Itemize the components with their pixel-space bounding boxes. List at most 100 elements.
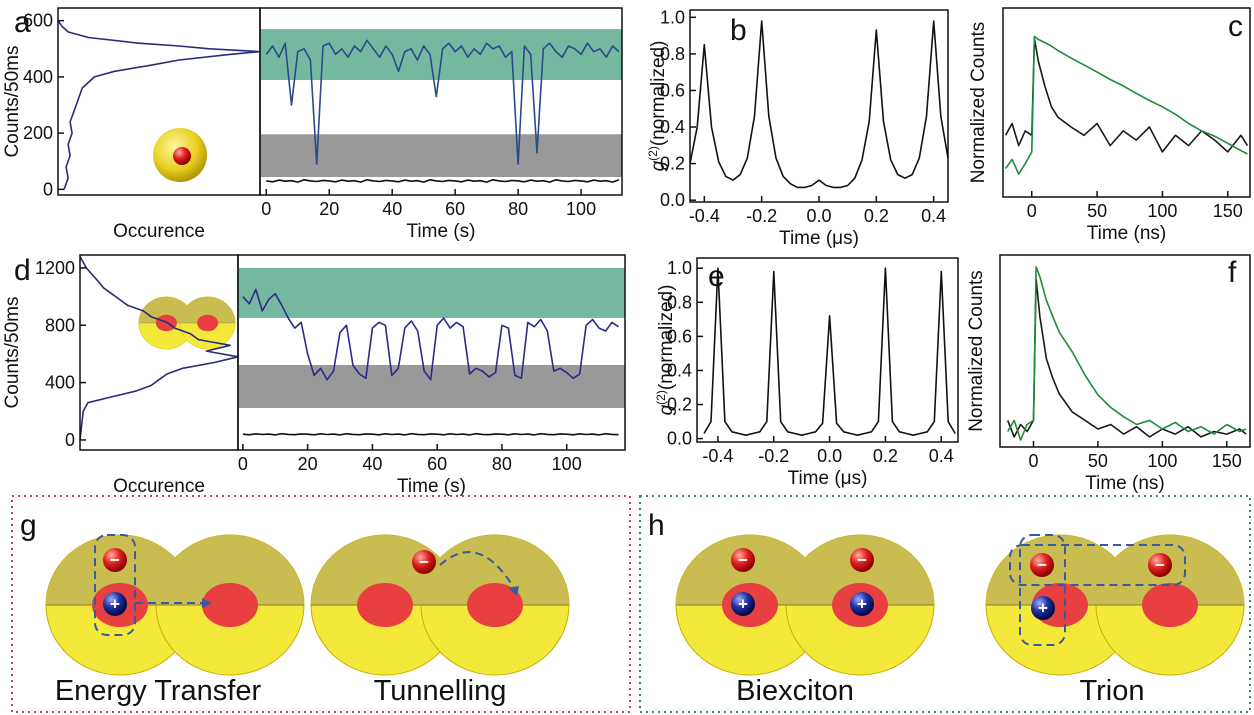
x-tick-label: 0 [261,199,271,219]
hole-sphere [103,592,127,616]
electron-sign: − [1037,555,1047,574]
x-tick-label: 0.4 [929,446,954,466]
y-tick-label: 0.8 [660,44,685,64]
hole-sphere [1031,596,1055,620]
x-tick-label: 20 [298,454,318,474]
series-line [242,432,619,436]
plot-frame [999,254,1251,448]
y-tick-label: 0.8 [667,292,692,312]
plot-frame [696,257,959,443]
x-axis-label: Time (μs) [779,228,859,249]
x-tick-label: 40 [382,199,402,219]
y-axis-label-part: (2) [654,390,668,405]
x-tick-label: -0.4 [702,446,733,466]
x-tick-label: -0.2 [758,446,789,466]
hole-sphere [850,592,874,616]
x-tick-label: 100 [552,454,582,474]
y-axis-label-part: (normalized) [648,41,669,147]
caption: Biexciton [736,675,854,707]
dumbbell [311,535,569,675]
x-axis-label: Time (s) [397,476,466,497]
electron-sphere [103,548,127,572]
y-tick-label: 0.2 [660,154,685,174]
caption: Trion [1080,675,1145,707]
y-axis-label-part: g [648,160,669,171]
x-axis-label: Occurence [113,476,205,497]
y-axis-label-part: (normalized) [656,285,677,391]
dumbbell [676,535,934,675]
y-tick-label: 0.0 [667,429,692,449]
series-line [1006,278,1247,438]
x-tick-label: 0.2 [873,446,898,466]
x-axis-label: Occurence [113,221,205,242]
y-tick-label: 0 [65,430,75,450]
dumbbell [986,535,1244,675]
caption: Tunnelling [374,675,507,707]
x-tick-label: 0.0 [817,446,842,466]
panel-label: e [708,260,725,293]
electron-sphere [850,548,874,572]
plot-frame [1002,7,1251,198]
plot-frame [237,254,626,451]
x-axis-label: Time (ns) [1085,473,1165,494]
arrowheads [202,586,519,608]
caption: Energy Transfer [55,675,262,707]
y-tick-label: 1.0 [660,7,685,27]
x-tick-label: 150 [1212,451,1242,471]
y-tick-label: 1200 [35,258,75,278]
panel-h-frame [639,495,1251,713]
series-line [79,256,239,441]
electron-sign: − [738,550,748,569]
inset-sphere [153,128,207,182]
y-tick-label: 0 [43,179,53,199]
hole-sign: + [110,594,120,613]
y-tick-label: 0.4 [660,117,685,137]
y-axis-label: g(2)(normalized) [654,285,677,416]
electron-sign: − [1155,555,1165,574]
hole-sign: + [857,594,867,613]
y-axis-label: Counts/50ms [2,46,23,158]
hole-sphere [731,592,755,616]
plot-frame [259,7,623,196]
x-tick-label: -0.4 [689,206,720,226]
panel-label: f [1228,256,1237,289]
electron-sign: − [110,550,120,569]
y-tick-label: 0.0 [660,190,685,210]
band [238,267,625,318]
annotations [94,534,1186,646]
x-tick-label: 100 [566,199,596,219]
x-tick-label: 80 [492,454,512,474]
y-axis-label: Counts/50ms [2,297,23,409]
y-axis-label: Normalized Counts [966,270,987,432]
y-tick-label: 1.0 [667,258,692,278]
y-tick-label: 400 [23,67,53,87]
series-line [242,288,619,381]
panel-label: a [14,6,31,39]
electron-sign: − [419,552,429,571]
electron-sphere [1148,553,1172,577]
y-tick-label: 200 [23,123,53,143]
y-tick-label: 400 [45,373,75,393]
x-axis-label: Time (s) [407,221,476,242]
electron-sphere [1030,553,1054,577]
x-tick-label: 0.0 [806,206,831,226]
dumbbell [46,535,304,675]
y-tick-label: 0.2 [667,395,692,415]
series-line [1007,266,1247,441]
panel-g-frame [11,495,631,713]
y-tick-label: 800 [45,315,75,335]
charges: − + − − − + + − − + [103,548,1172,620]
electron-sign: − [857,550,867,569]
electron-sphere [731,548,755,572]
band [260,134,622,178]
plot-frame [689,9,949,203]
series-line [703,267,956,436]
series-line [689,20,949,189]
x-tick-label: 0 [238,454,248,474]
x-tick-label: 150 [1213,201,1243,221]
x-tick-label: 60 [445,199,465,219]
panel-label: b [730,14,747,47]
y-axis-label: g(2)(normalized) [646,41,669,172]
x-tick-label: 80 [508,199,528,219]
